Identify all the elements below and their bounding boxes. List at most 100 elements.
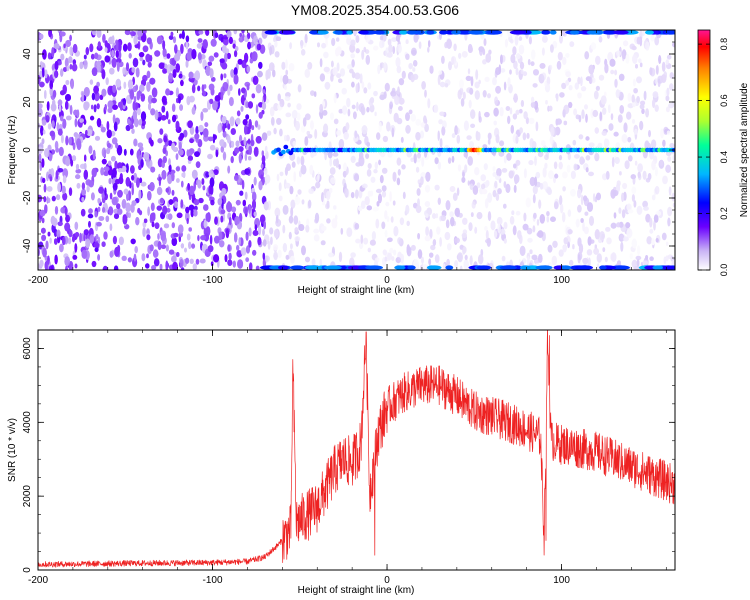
spectrogram-noise-speck xyxy=(86,185,90,193)
spectrogram-noise-speck xyxy=(428,40,431,48)
spectrogram-noise-speck xyxy=(646,236,652,245)
spectrogram-noise-speck xyxy=(669,83,674,91)
spectrogram-noise-speck xyxy=(668,186,672,196)
spectrogram-noise-speck xyxy=(532,194,536,204)
spectrogram-noise-speck xyxy=(439,111,445,117)
spectrogram-noise-speck xyxy=(101,147,107,158)
spectrogram-noise-speck xyxy=(316,175,320,183)
spectrogram-noise-speck xyxy=(580,76,583,87)
spectrogram-noise-speck xyxy=(138,164,142,170)
spectrogram-edge-band-mark xyxy=(450,30,462,35)
spectrogram-noise-speck xyxy=(462,91,466,100)
spectrogram-noise-speck xyxy=(424,89,427,98)
spectrogram-noise-speck xyxy=(125,124,131,132)
spectrogram-noise-speck xyxy=(406,150,413,158)
spectrogram-noise-speck xyxy=(314,129,318,139)
spectrogram-noise-speck xyxy=(623,40,629,47)
spectrogram-noise-speck xyxy=(213,254,220,263)
spectrogram-noise-speck xyxy=(301,199,305,205)
spectrogram-noise-speck xyxy=(260,163,264,169)
spectrogram-noise-speck xyxy=(650,35,655,42)
spectrogram-noise-speck xyxy=(367,82,372,90)
spectrogram-noise-speck xyxy=(513,93,518,103)
spectrogram-noise-speck xyxy=(289,42,292,50)
spectrogram-carrier-mark xyxy=(281,149,286,155)
spectrogram-noise-speck xyxy=(655,238,659,243)
spectrogram-noise-speck xyxy=(610,113,614,121)
spectrogram-noise-speck xyxy=(615,89,620,98)
spectrogram-noise-speck xyxy=(417,233,420,240)
spectrogram-noise-speck xyxy=(86,129,93,136)
spectrogram-noise-speck xyxy=(663,256,667,265)
spectrogram-noise-speck xyxy=(310,120,314,130)
spectrogram-edge-band-mark xyxy=(613,30,629,35)
spectrogram-noise-speck xyxy=(41,119,47,126)
spectrogram-noise-speck xyxy=(65,79,70,86)
spectrogram-noise-speck xyxy=(566,164,571,173)
spectrogram-noise-speck xyxy=(91,167,97,178)
spectrogram-noise-speck xyxy=(127,257,132,263)
spectrogram-noise-speck xyxy=(355,48,360,54)
spectrogram-noise-speck xyxy=(623,236,629,242)
spectrogram-noise-speck xyxy=(193,209,198,217)
spectrogram-noise-speck xyxy=(354,130,358,139)
spectrogram-noise-speck xyxy=(68,136,72,146)
spectrogram-noise-speck xyxy=(263,201,269,211)
spectrogram-noise-speck xyxy=(56,229,61,238)
spectrogram-noise-speck xyxy=(364,196,370,206)
spectrogram-noise-speck xyxy=(517,230,522,240)
spectrogram-noise-speck xyxy=(239,190,244,196)
spectrogram-noise-speck xyxy=(631,94,635,103)
spectrogram-noise-speck xyxy=(76,182,81,189)
spectrogram-noise-speck xyxy=(47,231,51,237)
spectrogram-noise-speck xyxy=(406,246,412,257)
spectrogram-noise-speck xyxy=(132,101,136,111)
spectrogram-noise-speck xyxy=(499,140,505,147)
spectrogram-noise-speck xyxy=(587,236,592,246)
spectrogram-noise-speck xyxy=(115,50,119,58)
spectrogram-noise-speck xyxy=(175,63,180,73)
spectrogram-noise-speck xyxy=(550,44,554,53)
colorbar-gradient xyxy=(697,29,711,271)
spectrogram-noise-speck xyxy=(550,126,555,137)
spectrogram-noise-speck xyxy=(167,119,171,125)
spectrogram-noise-speck xyxy=(384,82,390,92)
spectrogram-noise-speck xyxy=(329,167,336,175)
spectrogram-noise-speck xyxy=(235,199,241,206)
spectrogram-noise-speck xyxy=(191,84,196,94)
spectrogram-noise-speck xyxy=(186,217,189,225)
spectrogram-noise-speck xyxy=(480,183,486,190)
spectrogram-noise-speck xyxy=(195,161,201,169)
spectrogram-noise-speck xyxy=(314,212,320,223)
spectrogram-noise-speck xyxy=(627,209,634,214)
spectrogram-noise-speck xyxy=(114,178,120,185)
spectrogram-noise-speck xyxy=(307,63,311,70)
spectrogram-noise-speck xyxy=(485,230,489,240)
spectrogram-noise-speck xyxy=(397,237,402,245)
y-tick-label: -20 xyxy=(22,190,33,205)
spectrogram-noise-speck xyxy=(274,51,280,58)
spectrogram-noise-speck xyxy=(582,257,589,265)
spectrogram-noise-speck xyxy=(113,265,119,270)
spectrogram-noise-speck xyxy=(79,118,84,123)
spectrogram-noise-speck xyxy=(408,63,413,70)
spectrogram-noise-speck xyxy=(578,243,584,254)
spectrogram-noise-speck xyxy=(197,139,203,148)
spectrogram-noise-speck xyxy=(45,115,50,123)
spectrogram-noise-speck xyxy=(223,73,227,79)
spectrogram-noise-speck xyxy=(81,249,88,259)
spectrogram-noise-speck xyxy=(562,186,566,192)
spectrogram-noise-speck xyxy=(497,188,502,195)
spectrogram-noise-speck xyxy=(264,255,270,262)
spectrogram-noise-speck xyxy=(483,38,487,46)
spectrogram-noise-speck xyxy=(39,33,44,40)
spectrogram-noise-speck xyxy=(44,204,48,214)
spectrogram-noise-speck xyxy=(179,258,184,268)
spectrogram-noise-speck xyxy=(590,108,594,119)
spectrogram-noise-speck xyxy=(134,118,139,128)
spectrogram-noise-speck xyxy=(549,135,554,145)
spectrogram-noise-speck xyxy=(492,77,497,86)
spectrogram-noise-speck xyxy=(537,230,544,238)
spectrogram-noise-speck xyxy=(146,253,149,259)
spectrogram-noise-speck xyxy=(261,150,265,157)
